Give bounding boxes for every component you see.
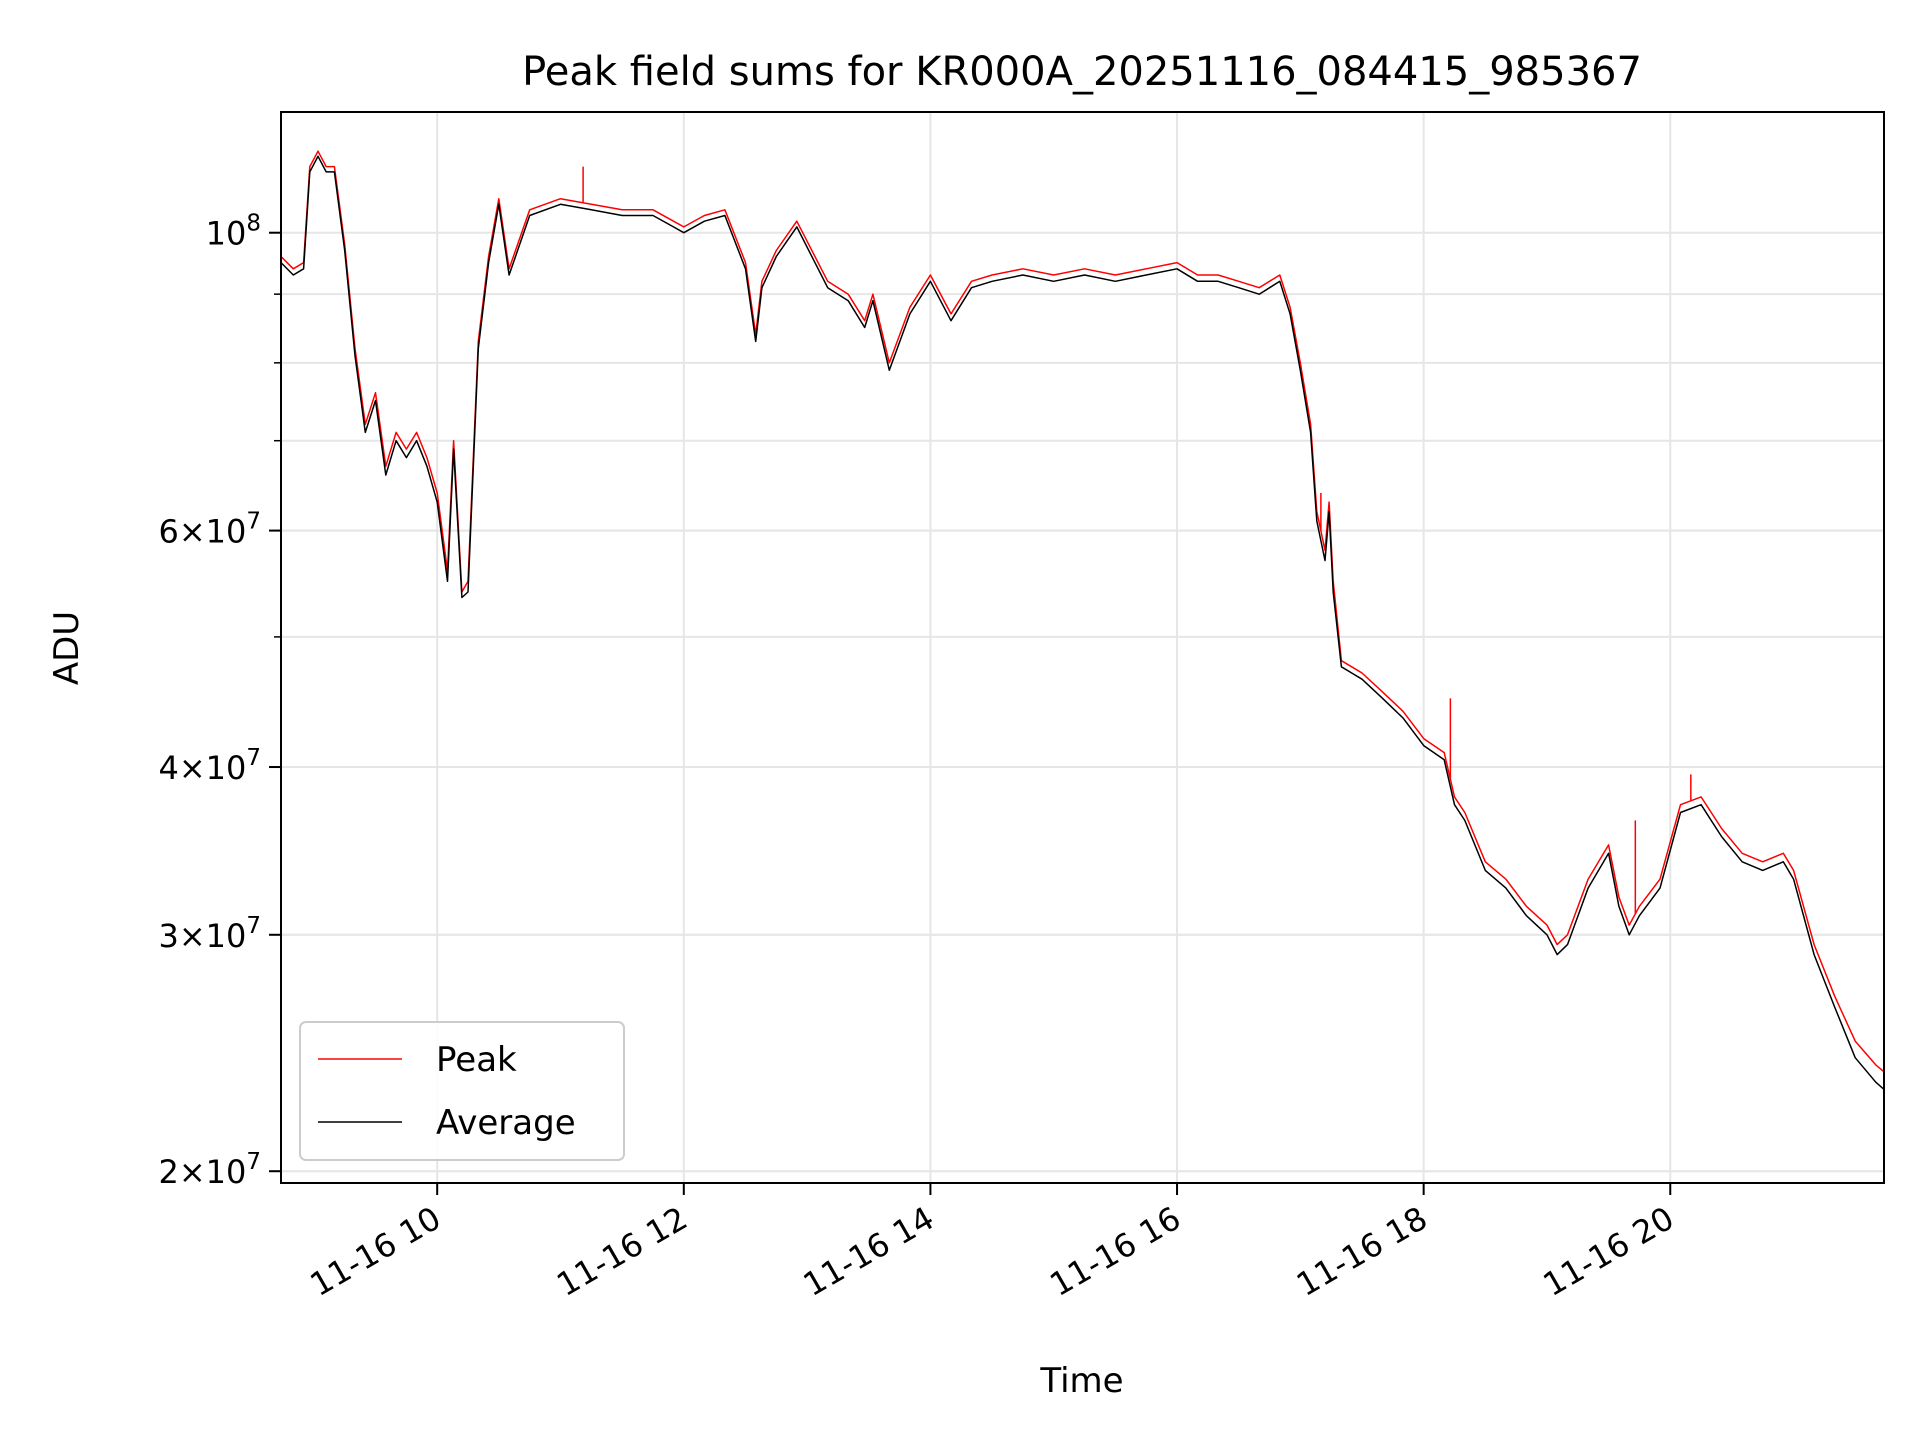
y-tick-label: 6×107 — [158, 509, 261, 551]
grid-lines — [281, 112, 1884, 1183]
chart-title: Peak field sums for KR000A_20251116_0844… — [522, 49, 1642, 95]
series-line-average — [281, 155, 1884, 1091]
axes-frame — [280, 111, 1885, 1184]
legend-label-peak: Peak — [436, 1040, 517, 1080]
y-tick-label: 3×107 — [158, 913, 261, 955]
legend-box — [299, 1021, 625, 1161]
y-axis-label: ADU — [47, 611, 87, 685]
series-line-peak — [281, 150, 1884, 1073]
x-axis-label: Time — [1039, 1361, 1123, 1401]
plot-lines — [281, 150, 1884, 1091]
y-tick-label: 4×107 — [158, 745, 261, 787]
y-tick-label: 2×107 — [158, 1149, 261, 1191]
legend: Peak Average — [299, 1021, 625, 1161]
series-group — [281, 150, 1884, 1091]
legend-label-average: Average — [436, 1103, 576, 1143]
